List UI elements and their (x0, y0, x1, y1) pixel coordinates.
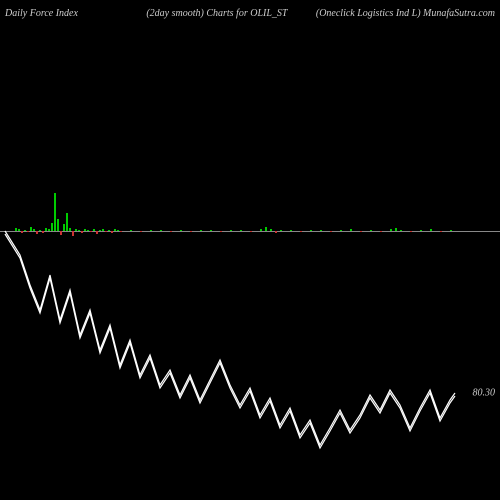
header-title-mid: (2day smooth) Charts for OLIL_ST (78, 8, 316, 19)
price-line-svg (0, 30, 460, 470)
chart-area: 80.30 (0, 30, 500, 470)
price-label: 80.30 (473, 388, 496, 399)
header-title-right: (Oneclick Logistics Ind L) MunafaSutra.c… (316, 8, 495, 19)
chart-header: Daily Force Index (2day smooth) Charts f… (0, 8, 500, 19)
header-title-left: Daily Force Index (5, 8, 78, 19)
price-line (5, 231, 455, 445)
price-line-shadow (5, 234, 455, 448)
